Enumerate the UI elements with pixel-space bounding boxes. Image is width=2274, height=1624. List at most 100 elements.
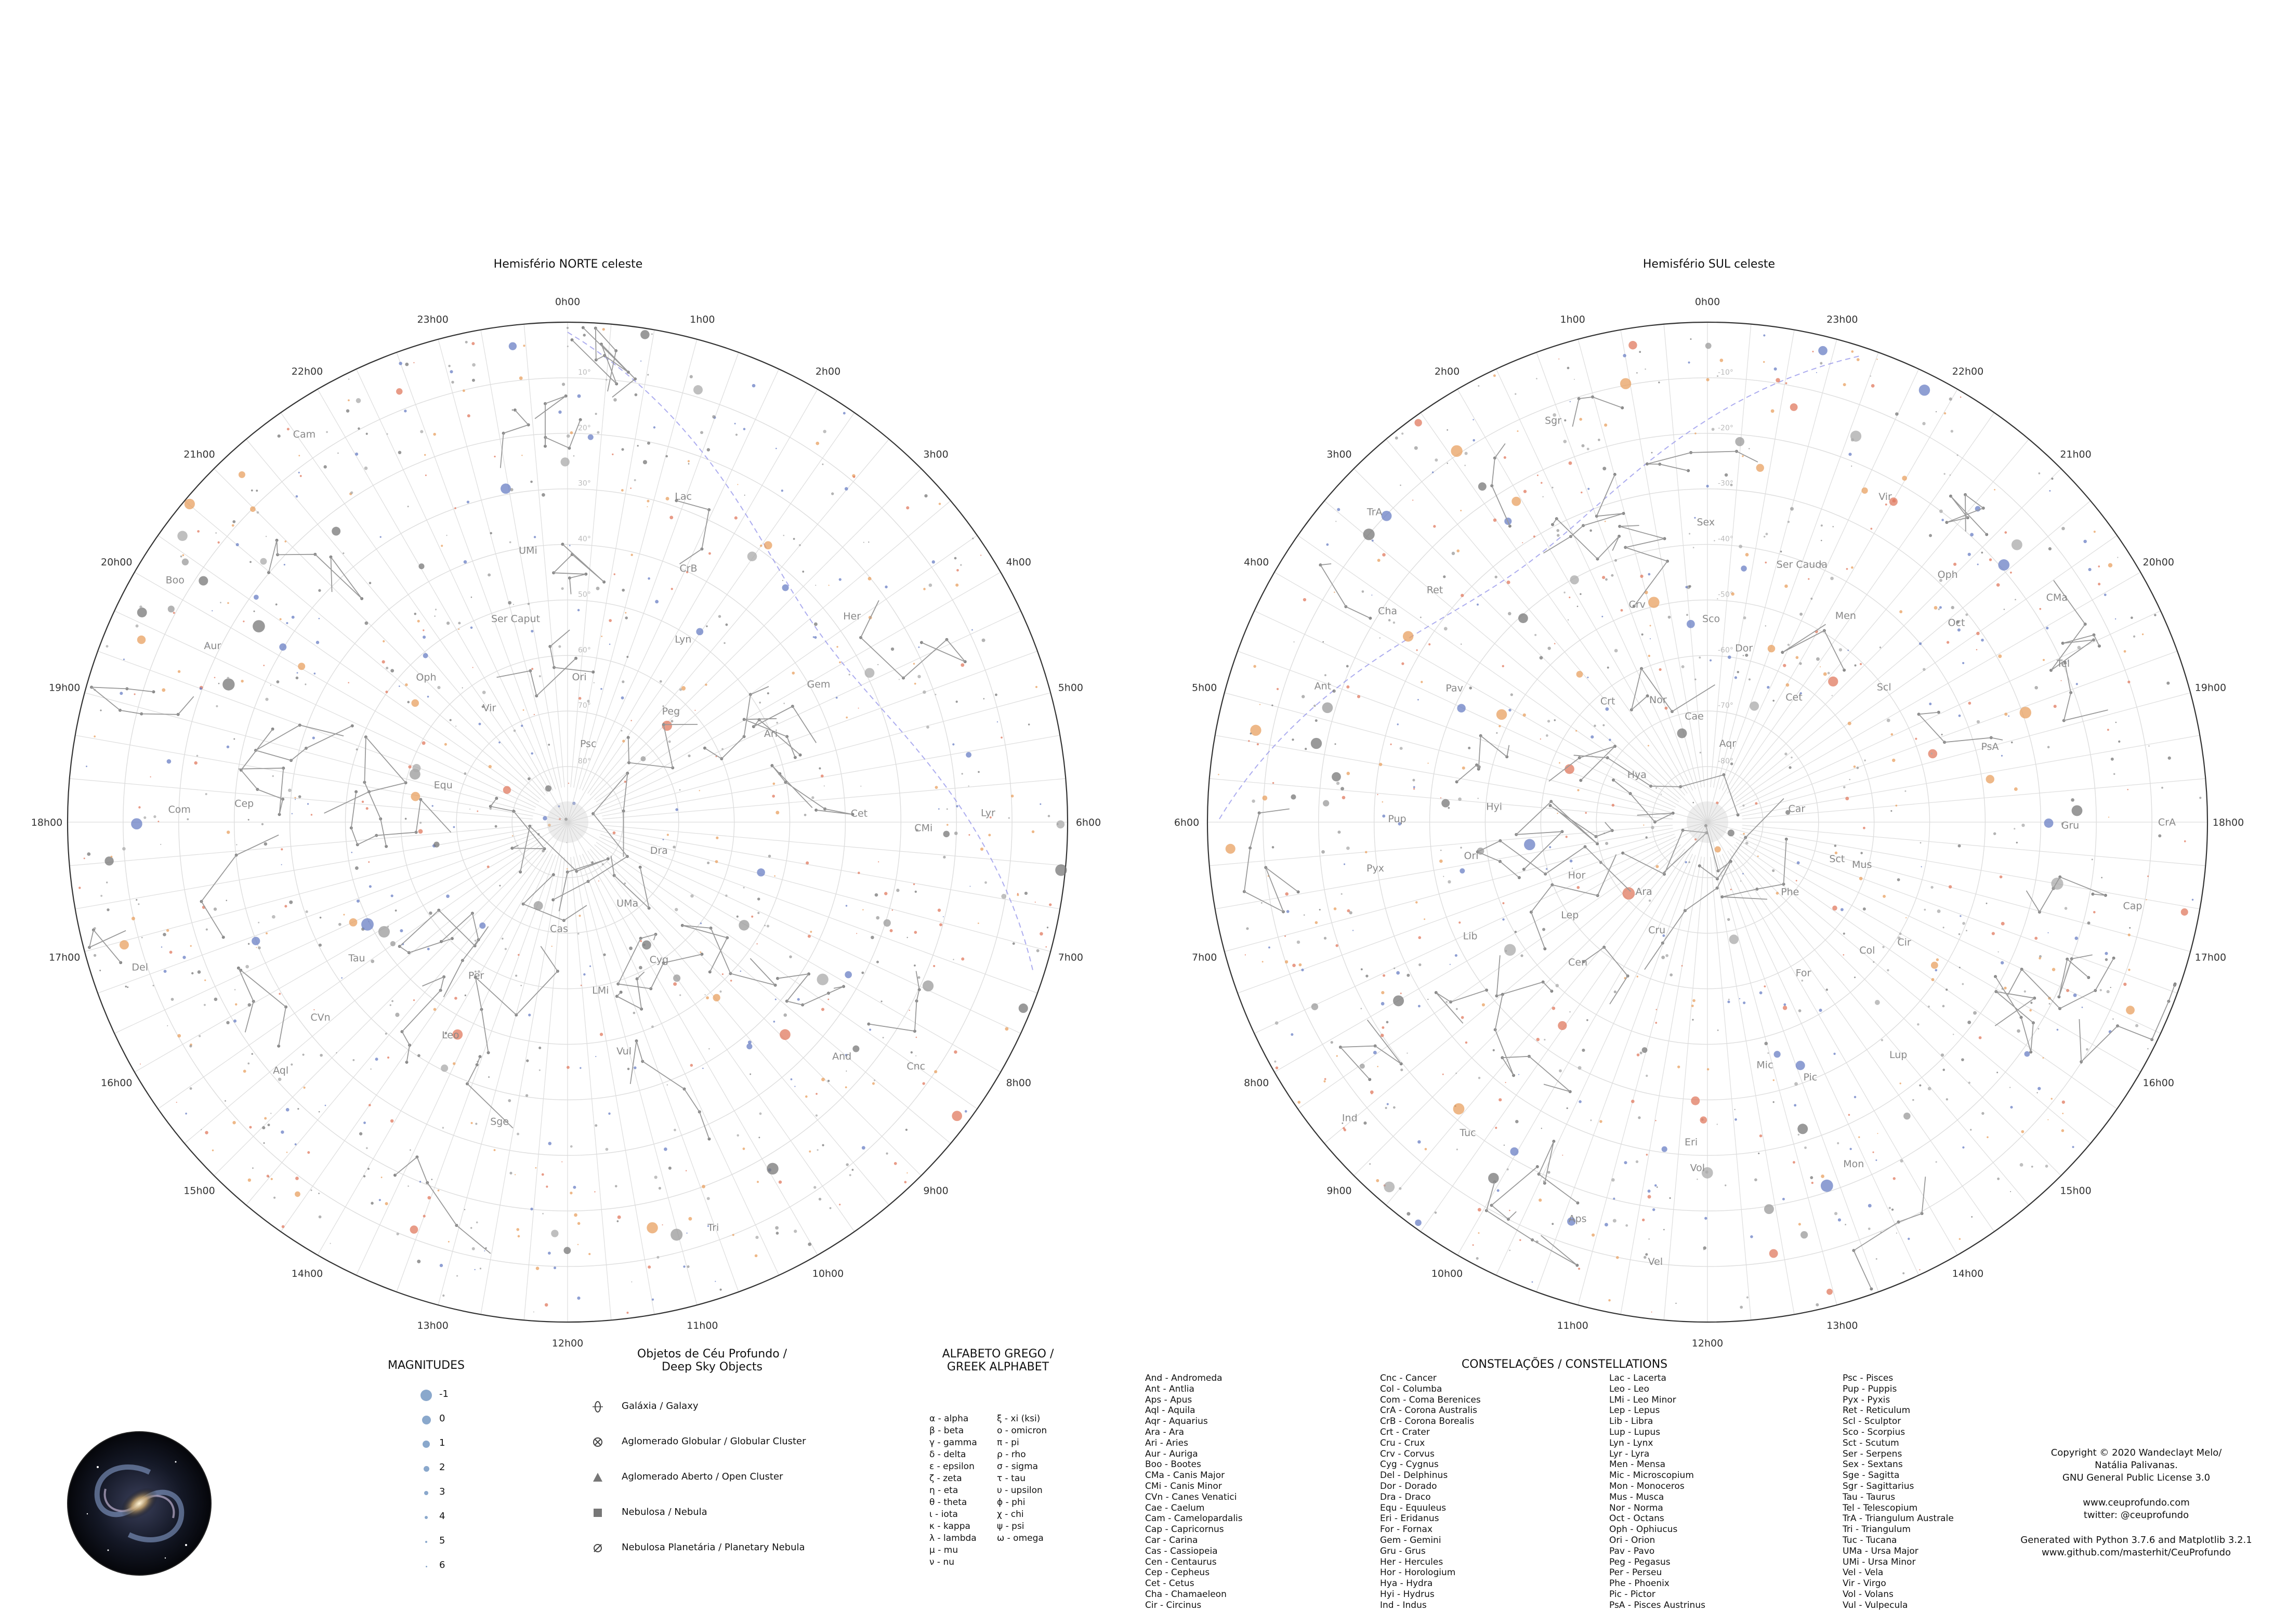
- star: [1971, 1216, 1973, 1218]
- star: [1553, 413, 1557, 417]
- north-hemisphere-map[interactable]: 0h001h002h003h004h005h006h007h008h009h00…: [31, 296, 1101, 1349]
- star: [2147, 1048, 2149, 1050]
- magnitude-label: 6: [439, 1560, 445, 1570]
- star: [444, 743, 447, 746]
- star: [1730, 483, 1733, 486]
- south-hemisphere-map[interactable]: 0h0023h0022h0021h0020h0019h0018h0017h001…: [1174, 296, 2244, 1349]
- star: [597, 431, 600, 434]
- star: [1912, 1099, 1914, 1101]
- star: [1336, 782, 1340, 785]
- star: [1961, 1058, 1964, 1062]
- star: [2004, 531, 2007, 534]
- star: [2034, 686, 2038, 690]
- star: [686, 571, 689, 574]
- star: [527, 602, 530, 605]
- star: [1508, 612, 1511, 616]
- star: [283, 563, 285, 566]
- open-cluster-icon: [593, 1473, 602, 1482]
- star: [1549, 846, 1552, 849]
- star: [1399, 747, 1403, 750]
- magnitude-row: 5: [411, 1535, 473, 1551]
- star: [1458, 797, 1462, 801]
- constellation-label: Hor: [1568, 870, 1586, 881]
- star: [451, 380, 454, 384]
- constellation-label: LMi: [592, 985, 609, 996]
- star: [1259, 704, 1261, 705]
- star: [1970, 533, 1974, 537]
- star: [1654, 1184, 1657, 1187]
- constellation-label: Pav: [1445, 683, 1463, 694]
- star: [926, 725, 929, 729]
- star: [305, 683, 307, 685]
- constellation-list-item: Cnc - Cancer: [1380, 1373, 1437, 1383]
- north-map-title: Hemisfério NORTE celeste: [493, 258, 643, 271]
- constellation-line: [1583, 946, 1628, 1005]
- star: [1854, 1095, 1857, 1099]
- star: [659, 680, 662, 683]
- star: [2047, 932, 2049, 933]
- star: [845, 971, 852, 979]
- ra-line: [567, 692, 1051, 823]
- star: [1690, 338, 1692, 340]
- star: [634, 393, 638, 397]
- star: [625, 616, 628, 619]
- declination-label: -70°: [1718, 702, 1733, 710]
- star: [134, 693, 136, 695]
- star: [1847, 649, 1849, 651]
- star: [234, 989, 236, 991]
- star: [222, 678, 235, 691]
- constellation-list-item: CrB - Corona Borealis: [1380, 1416, 1475, 1427]
- ra-line: [1740, 834, 2178, 994]
- constellation-list-item: Sco - Scorpius: [1843, 1427, 1905, 1437]
- dso-label: Nebulosa Planetária / Planetary Nebula: [622, 1542, 805, 1553]
- star: [152, 985, 154, 987]
- star: [1357, 695, 1361, 698]
- star: [767, 692, 769, 695]
- star: [1827, 671, 1830, 675]
- star: [442, 1294, 445, 1297]
- star: [153, 815, 156, 818]
- star: [1655, 1119, 1657, 1121]
- star: [1943, 473, 1946, 475]
- star: [548, 823, 551, 827]
- star: [1488, 1172, 1499, 1184]
- ra-line: [1707, 339, 1837, 823]
- constellation-list-item: Vir - Virgo: [1843, 1578, 1886, 1589]
- star: [1900, 1159, 1903, 1163]
- star: [1536, 474, 1539, 477]
- star: [2128, 968, 2131, 971]
- star: [2010, 741, 2013, 744]
- hour-label: 16h00: [2143, 1077, 2174, 1089]
- star: [1001, 736, 1003, 739]
- star: [871, 935, 874, 940]
- magnitude-label: 2: [439, 1462, 445, 1473]
- constellation-line: [1572, 396, 1623, 427]
- star: [1336, 1055, 1338, 1057]
- star: [2009, 571, 2012, 574]
- star: [917, 976, 921, 979]
- star: [1703, 1249, 1705, 1250]
- star: [1460, 868, 1465, 874]
- star: [1885, 503, 1887, 506]
- star: [794, 1230, 797, 1233]
- star: [232, 1121, 236, 1125]
- star: [1967, 1020, 1971, 1024]
- star: [1271, 846, 1274, 849]
- ra-line: [1274, 572, 1708, 823]
- declination-label: 30°: [578, 480, 591, 488]
- star: [2010, 1191, 2012, 1192]
- star: [1758, 1152, 1760, 1155]
- greek-title: ALFABETO GREGO / GREEK ALPHABET: [925, 1348, 1071, 1374]
- star: [1476, 1257, 1479, 1260]
- star: [1340, 893, 1343, 895]
- ra-line: [1707, 822, 1837, 1305]
- pole-marker: [1687, 801, 1728, 843]
- star: [288, 788, 292, 793]
- star: [1377, 559, 1381, 562]
- star: [530, 1207, 533, 1211]
- star: [1455, 1008, 1458, 1010]
- star: [1787, 521, 1790, 523]
- ra-line: [1727, 412, 1995, 794]
- star: [1519, 1239, 1521, 1241]
- star: [1832, 905, 1837, 911]
